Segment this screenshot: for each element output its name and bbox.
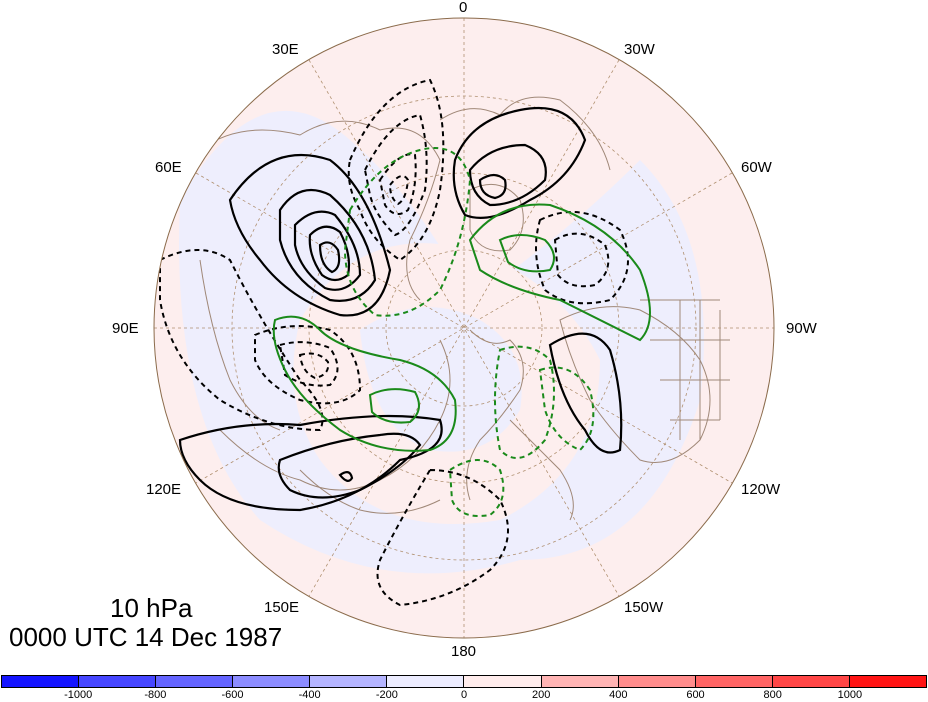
colorbar-tick-label: -400 (298, 689, 321, 701)
lon-label-90w: 90W (786, 320, 817, 337)
lon-label-0: 0 (459, 0, 468, 16)
colorbar-box (618, 676, 696, 687)
colorbar-box (310, 676, 388, 687)
map-disk-border (153, 17, 775, 639)
polar-stereographic-map (153, 17, 775, 639)
colorbar-box (387, 676, 465, 687)
colorbar (1, 675, 927, 688)
green-negative-contours (343, 147, 595, 517)
lon-label-30w: 30W (624, 41, 655, 58)
colorbar-box (79, 676, 157, 687)
colorbar-box (464, 676, 542, 687)
lon-label-60w: 60W (741, 159, 772, 176)
colorbar-tick-label: -1000 (64, 689, 93, 701)
green-positive-contours (272, 203, 651, 452)
lon-label-90e: 90E (112, 320, 139, 337)
colorbar-tick-label: 800 (763, 689, 782, 701)
colorbar-tick-label: 1000 (837, 689, 863, 701)
colorbar-box (772, 676, 850, 687)
lon-label-30e: 30E (272, 41, 299, 58)
colorbar-tick-label: 600 (686, 689, 705, 701)
colorbar-box (695, 676, 773, 687)
colorbar-box (541, 676, 619, 687)
colorbar-box (233, 676, 311, 687)
colorbar-box (849, 676, 926, 687)
colorbar-tick-label: -800 (144, 689, 167, 701)
colorbar-box (2, 676, 80, 687)
colorbar-tick-label: 400 (609, 689, 628, 701)
pressure-level-label: 10 hPa (110, 593, 193, 623)
colorbar-tick-label: -600 (221, 689, 244, 701)
colorbar-tick-label: 200 (531, 689, 551, 701)
coastlines (199, 96, 730, 521)
colorbar-box (156, 676, 234, 687)
valid-time-label: 0000 UTC 14 Dec 1987 (9, 622, 283, 652)
graticule (154, 18, 774, 638)
lon-label-150w: 150W (624, 599, 664, 616)
colorbar-tick-label: -200 (375, 689, 398, 701)
lon-label-150e: 150E (264, 599, 300, 616)
lon-label-120w: 120W (741, 481, 781, 498)
colorbar-tick-label: 0 (460, 689, 468, 701)
lon-label-60e: 60E (155, 159, 182, 176)
lon-label-120e: 120E (146, 481, 182, 498)
lon-label-180: 180 (451, 643, 477, 660)
